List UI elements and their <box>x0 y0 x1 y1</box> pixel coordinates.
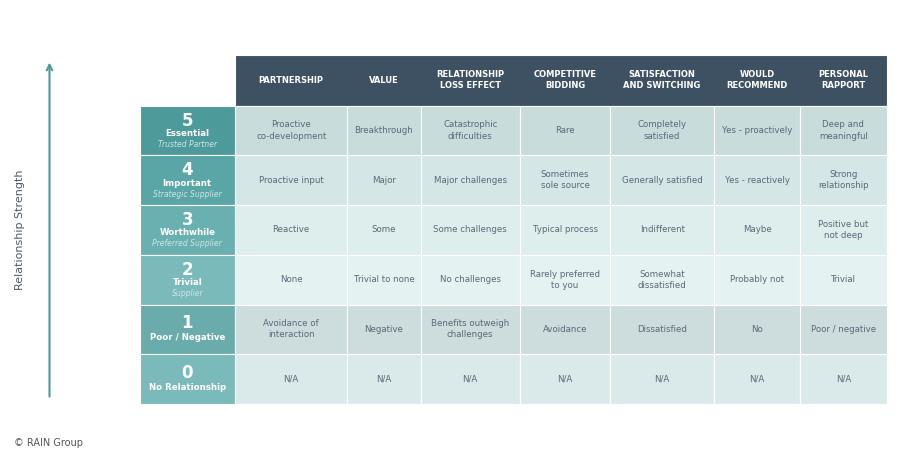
Text: Trivial: Trivial <box>173 278 202 287</box>
Text: N/A: N/A <box>376 375 392 384</box>
Text: Major challenges: Major challenges <box>434 176 507 185</box>
Text: Worthwhile: Worthwhile <box>159 229 215 237</box>
Text: Yes - reactively: Yes - reactively <box>724 176 789 185</box>
Text: Sometimes
sole source: Sometimes sole source <box>541 170 590 190</box>
Text: Supplier: Supplier <box>172 289 203 298</box>
Text: None: None <box>280 275 302 284</box>
Text: © RAIN Group: © RAIN Group <box>14 437 83 448</box>
Text: 2: 2 <box>182 261 194 279</box>
Text: Typical process: Typical process <box>533 225 598 235</box>
Text: Rarely preferred
to you: Rarely preferred to you <box>530 269 600 290</box>
Text: PERSONAL
RAPPORT: PERSONAL RAPPORT <box>818 71 868 90</box>
Text: Poor / Negative: Poor / Negative <box>149 333 225 342</box>
Text: Completely
satisfied: Completely satisfied <box>637 120 687 140</box>
Text: Strategic Supplier: Strategic Supplier <box>153 190 221 199</box>
Text: Avoidance of
interaction: Avoidance of interaction <box>264 319 319 339</box>
Text: SATISFACTION
AND SWITCHING: SATISFACTION AND SWITCHING <box>624 71 701 90</box>
Text: Trivial: Trivial <box>831 275 856 284</box>
Text: COMPETITIVE
BIDDING: COMPETITIVE BIDDING <box>534 71 597 90</box>
Text: N/A: N/A <box>284 375 299 384</box>
Text: Rare: Rare <box>555 126 575 135</box>
Text: Some challenges: Some challenges <box>433 225 507 235</box>
Text: Dissatisfied: Dissatisfied <box>637 325 687 334</box>
Text: Trusted Partner: Trusted Partner <box>158 140 217 149</box>
Text: N/A: N/A <box>750 375 765 384</box>
Text: Avoidance: Avoidance <box>543 325 588 334</box>
Text: VALUE: VALUE <box>369 76 399 85</box>
Text: Negative: Negative <box>364 325 403 334</box>
Text: N/A: N/A <box>463 375 478 384</box>
Text: Essential: Essential <box>166 129 210 138</box>
Text: Positive but
not deep: Positive but not deep <box>818 220 868 240</box>
Text: Maybe: Maybe <box>742 225 771 235</box>
Text: Relationship Strength: Relationship Strength <box>14 169 25 290</box>
Text: Poor / negative: Poor / negative <box>811 325 876 334</box>
Text: Proactive
co-development: Proactive co-development <box>256 120 327 140</box>
Text: Some: Some <box>372 225 396 235</box>
Text: Catastrophic
difficulties: Catastrophic difficulties <box>443 120 498 140</box>
Text: Strong
relationship: Strong relationship <box>818 170 868 190</box>
Text: Trivial to none: Trivial to none <box>354 275 414 284</box>
Text: Somewhat
dissatisfied: Somewhat dissatisfied <box>638 269 687 290</box>
Text: Preferred Supplier: Preferred Supplier <box>152 239 222 248</box>
Text: Deep and
meaningful: Deep and meaningful <box>819 120 868 140</box>
Text: 0: 0 <box>182 364 194 381</box>
Text: Major: Major <box>372 176 396 185</box>
Text: 5: 5 <box>182 112 194 129</box>
Text: 1: 1 <box>182 314 194 332</box>
Text: 4: 4 <box>182 161 194 179</box>
Text: Benefits outweigh
challenges: Benefits outweigh challenges <box>431 319 509 339</box>
Text: No challenges: No challenges <box>440 275 500 284</box>
Text: Generally satisfied: Generally satisfied <box>622 176 703 185</box>
Text: WOULD
RECOMMEND: WOULD RECOMMEND <box>726 71 788 90</box>
Text: RELATIONSHIP
LOSS EFFECT: RELATIONSHIP LOSS EFFECT <box>436 71 504 90</box>
Text: 3: 3 <box>182 211 194 229</box>
Text: Proactive input: Proactive input <box>259 176 324 185</box>
Text: Reactive: Reactive <box>273 225 310 235</box>
Text: Important: Important <box>163 179 212 188</box>
Text: N/A: N/A <box>557 375 572 384</box>
Text: Yes - proactively: Yes - proactively <box>722 126 792 135</box>
Text: PARTNERSHIP: PARTNERSHIP <box>258 76 324 85</box>
Text: Breakthrough: Breakthrough <box>355 126 413 135</box>
Text: No: No <box>752 325 763 334</box>
Text: Probably not: Probably not <box>730 275 784 284</box>
Text: N/A: N/A <box>654 375 670 384</box>
Text: N/A: N/A <box>836 375 851 384</box>
Text: No Relationship: No Relationship <box>148 383 226 392</box>
Text: Indifferent: Indifferent <box>640 225 685 235</box>
